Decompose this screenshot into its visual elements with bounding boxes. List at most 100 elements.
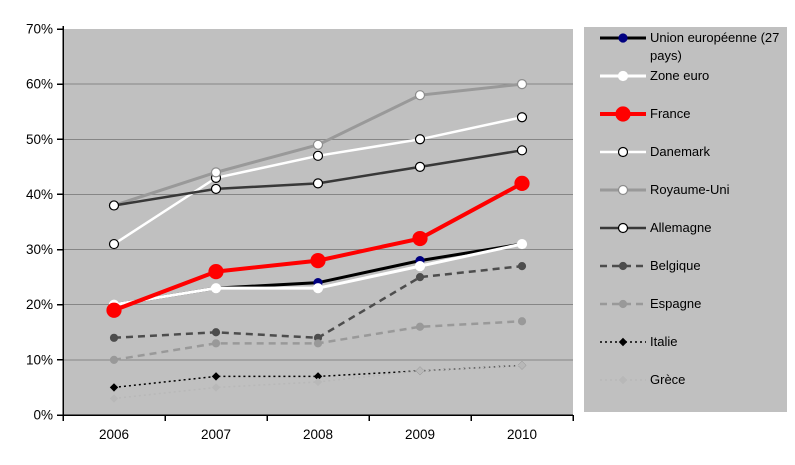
series-point-danemark — [414, 134, 426, 145]
series-point-italie — [211, 372, 221, 381]
series-point-france — [208, 264, 224, 280]
series-point-grèce — [211, 383, 221, 392]
legend-label: Royaume-Uni — [650, 182, 730, 197]
legend-key-union-européenne-27-pays — [600, 33, 646, 43]
legend-marker-sample — [618, 299, 628, 309]
legend-label: Allemagne — [650, 220, 712, 235]
series-point-royaume-uni — [516, 79, 528, 90]
legend-item-espagne: Espagne — [599, 295, 787, 333]
y-tick-label: 60% — [26, 77, 53, 92]
series-point-belgique — [211, 328, 221, 337]
legend-label: Italie — [650, 334, 678, 349]
series-danemark — [108, 112, 528, 250]
legend-marker-sample — [615, 106, 631, 122]
legend-key-danemark — [600, 146, 646, 158]
series-point-zone-euro — [312, 283, 324, 294]
series-point-espagne — [517, 317, 527, 326]
series-point-danemark — [312, 150, 324, 161]
legend-marker-sample — [617, 222, 629, 234]
y-tick-label: 20% — [26, 297, 53, 312]
series-point-royaume-uni — [210, 167, 222, 178]
y-tick-label: 40% — [26, 187, 53, 202]
series-point-france — [106, 302, 122, 318]
series-france — [106, 175, 530, 318]
series-grèce — [109, 361, 527, 403]
legend-label: Espagne — [650, 296, 702, 311]
series-point-zone-euro — [516, 238, 528, 250]
legend-key-grèce — [600, 375, 646, 385]
series-point-belgique — [517, 262, 527, 271]
x-tick-label: 2006 — [99, 427, 129, 442]
series-point-espagne — [211, 339, 221, 348]
legend-item-grèce: Grèce — [599, 371, 787, 409]
series-point-danemark — [516, 112, 528, 123]
x-tick-label: 2010 — [507, 427, 537, 442]
x-tick-label: 2008 — [303, 427, 333, 442]
legend-marker-sample — [617, 70, 629, 82]
y-tick-label: 50% — [26, 132, 53, 147]
legend-key-allemagne — [600, 222, 646, 234]
series-point-zone-euro — [414, 261, 426, 272]
series-point-italie — [109, 383, 119, 392]
series-point-danemark — [108, 238, 120, 250]
series-point-allemagne — [312, 178, 324, 189]
series-point-france — [514, 175, 530, 191]
legend-item-zone-euro: Zone euro — [599, 67, 787, 105]
series-point-france — [412, 230, 428, 247]
series-point-espagne — [415, 322, 425, 331]
series-belgique — [109, 262, 527, 342]
series-point-royaume-uni — [414, 90, 426, 101]
legend-marker-sample — [618, 375, 628, 385]
legend-label: Zone euro — [650, 68, 710, 83]
series-line-grèce — [113, 364, 523, 400]
legend-item-royaume-uni: Royaume-Uni — [599, 181, 787, 219]
legend-key-royaume-uni — [600, 184, 646, 196]
legend-marker-sample — [618, 33, 628, 43]
legend-marker-sample — [617, 184, 629, 196]
legend-label: France — [650, 106, 691, 121]
legend-item-allemagne: Allemagne — [599, 219, 787, 257]
series-point-grèce — [109, 394, 119, 403]
legend-key-italie — [600, 337, 646, 347]
series-point-allemagne — [210, 183, 222, 195]
series-point-belgique — [109, 333, 119, 342]
chart-legend: Union européenne (27 pays) Zone euro Franc… — [584, 27, 787, 412]
legend-label: Grèce — [650, 372, 686, 387]
legend-item-france: France — [599, 105, 787, 143]
series-point-allemagne — [108, 200, 120, 211]
legend-item-danemark: Danemark — [599, 143, 787, 181]
axes — [57, 26, 574, 421]
legend-marker-sample — [618, 261, 628, 271]
series-point-belgique — [415, 273, 425, 282]
legend-label: Belgique — [650, 258, 701, 273]
legend-key-france — [600, 106, 646, 122]
x-tick-label: 2007 — [201, 427, 231, 442]
series-allemagne — [108, 145, 528, 211]
series-point-allemagne — [414, 161, 426, 172]
series-point-grèce — [415, 366, 425, 376]
series-point-espagne — [109, 355, 119, 364]
legend-key-belgique — [600, 261, 646, 271]
plot-area-svg: 70% 60% 50% 40% 30% 20% 10% 0% 2006 2007 2008 2009 2… — [26, 22, 574, 442]
legend-marker-sample — [617, 146, 629, 158]
series-point-royaume-uni — [312, 139, 324, 150]
series-point-zone-euro — [210, 283, 222, 294]
y-tick-label: 30% — [26, 242, 53, 257]
legend-item-italie: Italie — [599, 333, 787, 371]
legend-key-zone-euro — [600, 70, 646, 82]
y-tick-label: 70% — [26, 22, 53, 37]
series-espagne — [109, 317, 527, 364]
series-royaume-uni — [108, 79, 528, 211]
x-tick-label: 2009 — [405, 427, 435, 442]
series-point-grèce — [313, 377, 323, 387]
legend-label: Danemark — [650, 144, 710, 159]
legend-item-belgique: Belgique — [599, 257, 787, 295]
series-point-allemagne — [516, 145, 528, 156]
y-tick-label: 10% — [26, 352, 53, 367]
series-point-espagne — [313, 339, 323, 348]
y-tick-label: 0% — [33, 408, 53, 423]
legend-label: Union européenne (27 pays) — [650, 30, 780, 63]
series-point-grèce — [517, 361, 527, 370]
legend-item-union-européenne-27-pays: Union européenne (27 pays) — [599, 29, 787, 67]
